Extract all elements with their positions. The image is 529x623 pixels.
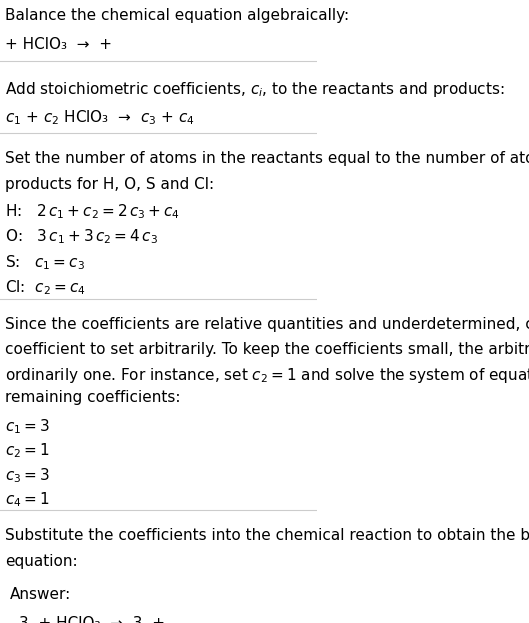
Text: coefficient to set arbitrarily. To keep the coefficients small, the arbitrary va: coefficient to set arbitrarily. To keep … (5, 341, 529, 356)
Text: 3  + HClO₃  →  3  +: 3 + HClO₃ → 3 + (19, 616, 165, 623)
Text: S:   $c_1 = c_3$: S: $c_1 = c_3$ (5, 253, 85, 272)
Text: $c_3 = 3$: $c_3 = 3$ (5, 466, 50, 485)
Text: Set the number of atoms in the reactants equal to the number of atoms in the: Set the number of atoms in the reactants… (5, 151, 529, 166)
Text: ordinarily one. For instance, set $c_2 = 1$ and solve the system of equations fo: ordinarily one. For instance, set $c_2 =… (5, 366, 529, 385)
Text: equation:: equation: (5, 554, 77, 569)
Text: $c_2 = 1$: $c_2 = 1$ (5, 442, 49, 460)
Text: H:   $2\,c_1 + c_2 = 2\,c_3 + c_4$: H: $2\,c_1 + c_2 = 2\,c_3 + c_4$ (5, 202, 180, 221)
Text: Substitute the coefficients into the chemical reaction to obtain the balanced: Substitute the coefficients into the che… (5, 528, 529, 543)
Text: $c_1 = 3$: $c_1 = 3$ (5, 417, 50, 436)
Text: + HClO₃  →  +: + HClO₃ → + (5, 37, 112, 52)
Text: remaining coefficients:: remaining coefficients: (5, 390, 180, 406)
Text: $c_4 = 1$: $c_4 = 1$ (5, 490, 49, 509)
Text: Answer:: Answer: (10, 587, 71, 602)
FancyBboxPatch shape (2, 574, 119, 623)
Text: Balance the chemical equation algebraically:: Balance the chemical equation algebraica… (5, 8, 349, 23)
Text: Add stoichiometric coefficients, $c_i$, to the reactants and products:: Add stoichiometric coefficients, $c_i$, … (5, 80, 504, 98)
Text: Since the coefficients are relative quantities and underdetermined, choose a: Since the coefficients are relative quan… (5, 317, 529, 332)
Text: products for H, O, S and Cl:: products for H, O, S and Cl: (5, 176, 214, 192)
Text: O:   $3\,c_1 + 3\,c_2 = 4\,c_3$: O: $3\,c_1 + 3\,c_2 = 4\,c_3$ (5, 227, 158, 246)
Text: $c_1$ + $c_2$ HClO₃  →  $c_3$ + $c_4$: $c_1$ + $c_2$ HClO₃ → $c_3$ + $c_4$ (5, 108, 195, 128)
Text: Cl:  $c_2 = c_4$: Cl: $c_2 = c_4$ (5, 278, 85, 297)
